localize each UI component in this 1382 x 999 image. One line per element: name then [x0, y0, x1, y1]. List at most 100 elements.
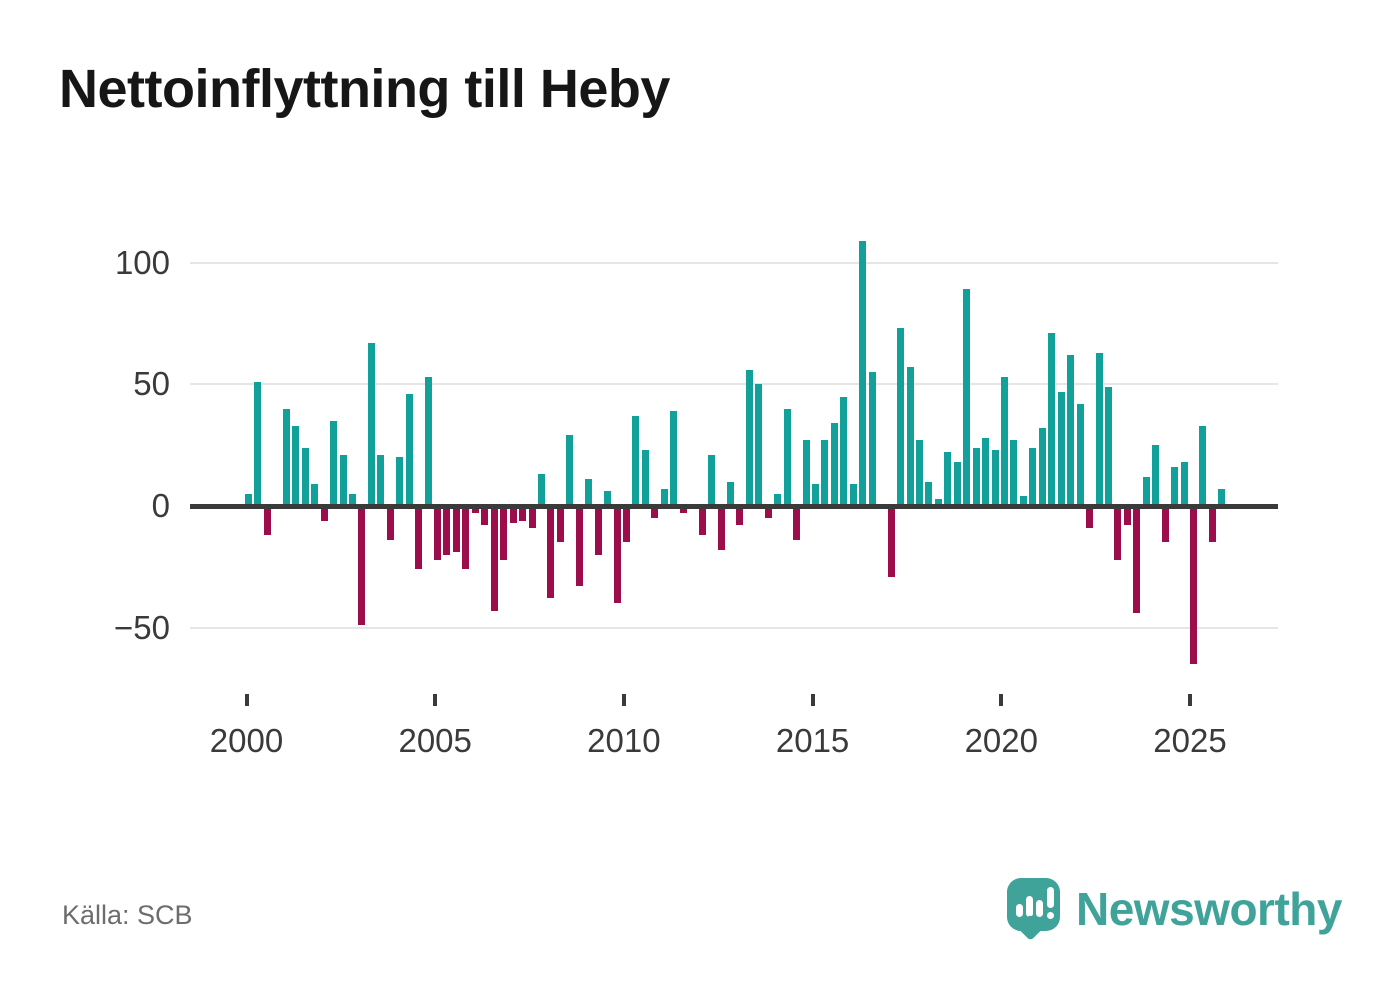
bar-2006-q3 [490, 506, 498, 611]
bar-2024-q1 [1152, 445, 1160, 506]
bar-2019-q3 [982, 437, 990, 506]
bar-2008-q3 [566, 435, 574, 506]
bar-2012-q2 [708, 454, 716, 506]
bar-2019-q1 [963, 289, 971, 506]
bar-2014-q1 [774, 493, 782, 506]
logo-exclamation-dot-icon [1047, 912, 1054, 919]
bar-2019-q4 [991, 450, 999, 506]
bar-2020-q2 [1010, 440, 1018, 506]
bar-2020-q1 [1001, 377, 1008, 506]
bar-2017-q1 [887, 506, 895, 577]
bar-2007-q4 [537, 474, 545, 506]
bar-2017-q4 [915, 440, 923, 506]
bar-2019-q2 [972, 447, 980, 506]
bar-2023-q2 [1123, 506, 1131, 526]
bar-2004-q4 [424, 377, 432, 506]
bar-2008-q1 [547, 506, 555, 599]
bar-2012-q1 [698, 506, 706, 536]
bar-2009-q1 [585, 479, 593, 506]
bar-2003-q2 [367, 342, 375, 506]
gridline-50 [190, 383, 1278, 386]
bar-2004-q1 [396, 457, 404, 506]
bar-2000-q3 [263, 506, 271, 536]
bar-2011-q1 [660, 488, 668, 506]
x-axis-tick [1188, 694, 1192, 706]
bar-2001-q2 [292, 425, 300, 506]
x-axis-label: 2020 [964, 722, 1038, 759]
bar-2018-q3 [944, 452, 952, 506]
bar-2012-q4 [726, 481, 734, 506]
bar-2006-q2 [481, 506, 489, 526]
bar-2005-q4 [462, 506, 470, 570]
bar-2000-q2 [254, 381, 262, 506]
y-axis-label: 100 [114, 243, 170, 281]
bar-2011-q2 [670, 411, 678, 506]
x-axis-label: 2010 [587, 722, 661, 759]
bar-2007-q1 [509, 506, 517, 524]
source-label: Källa: SCB [62, 900, 193, 930]
bar-2017-q2 [897, 328, 905, 506]
bar-2001-q4 [311, 484, 319, 506]
x-axis-label: 2015 [775, 722, 850, 759]
bar-2008-q4 [575, 506, 583, 587]
x-axis-tick [621, 694, 626, 706]
bar-2025-q4 [1218, 488, 1226, 506]
bar-2001-q1 [282, 408, 290, 506]
logo-exclamation-icon [1047, 887, 1054, 908]
bar-2013-q2 [745, 369, 753, 506]
gridline-100 [190, 261, 1278, 264]
y-axis-label: 50 [133, 365, 170, 403]
x-axis-label: 2005 [398, 722, 472, 759]
bar-2024-q4 [1180, 462, 1188, 506]
bar-2015-q2 [821, 440, 829, 506]
bar-2023-q1 [1114, 506, 1122, 560]
logo-chart-bar-icon [1016, 904, 1023, 917]
bar-2005-q1 [434, 506, 441, 560]
bar-2016-q2 [859, 240, 867, 506]
bar-2020-q4 [1029, 447, 1037, 506]
bar-2002-q2 [330, 420, 338, 506]
bar-2022-q4 [1104, 386, 1112, 506]
bar-2025-q2 [1199, 425, 1207, 506]
bar-2010-q4 [651, 506, 659, 519]
bar-2010-q2 [632, 415, 640, 506]
bar-2013-q1 [736, 506, 744, 526]
bar-2014-q4 [802, 440, 810, 506]
x-axis-tick [433, 694, 438, 706]
x-axis-label: 2025 [1153, 722, 1227, 759]
bar-2013-q3 [755, 384, 763, 506]
chart-title: Nettoinflyttning till Heby [59, 59, 670, 119]
bar-2000-q1 [245, 493, 252, 506]
bar-2002-q4 [348, 493, 356, 506]
bar-2021-q4 [1067, 355, 1075, 506]
bar-2024-q3 [1171, 467, 1179, 506]
bar-2003-q4 [386, 506, 394, 541]
bar-2008-q2 [556, 506, 564, 543]
bar-2021-q1 [1038, 428, 1046, 506]
bar-2022-q3 [1095, 352, 1103, 506]
zero-axis-line [190, 503, 1278, 509]
bar-2018-q4 [953, 462, 961, 506]
bar-2015-q4 [840, 396, 848, 506]
bar-2015-q3 [830, 423, 838, 506]
bar-2005-q2 [443, 506, 451, 555]
bar-2014-q3 [793, 506, 801, 541]
bar-2021-q3 [1057, 391, 1065, 506]
bar-2009-q3 [604, 491, 612, 506]
bar-2015-q1 [812, 484, 819, 506]
bar-2020-q3 [1019, 496, 1027, 506]
x-axis-tick [244, 694, 249, 706]
bar-2023-q4 [1142, 476, 1150, 506]
y-axis-label: 0 [151, 487, 170, 524]
bar-2006-q1 [471, 506, 479, 514]
x-axis-tick [999, 694, 1004, 706]
bar-2004-q2 [405, 394, 413, 506]
bar-2018-q1 [925, 481, 933, 506]
gridline--50 [190, 626, 1278, 629]
newsworthy-logo: Newsworthy [1007, 876, 1342, 951]
bar-2016-q1 [849, 484, 857, 506]
bar-2005-q3 [452, 506, 460, 553]
bar-2017-q3 [906, 367, 914, 506]
bar-2018-q2 [934, 498, 942, 506]
